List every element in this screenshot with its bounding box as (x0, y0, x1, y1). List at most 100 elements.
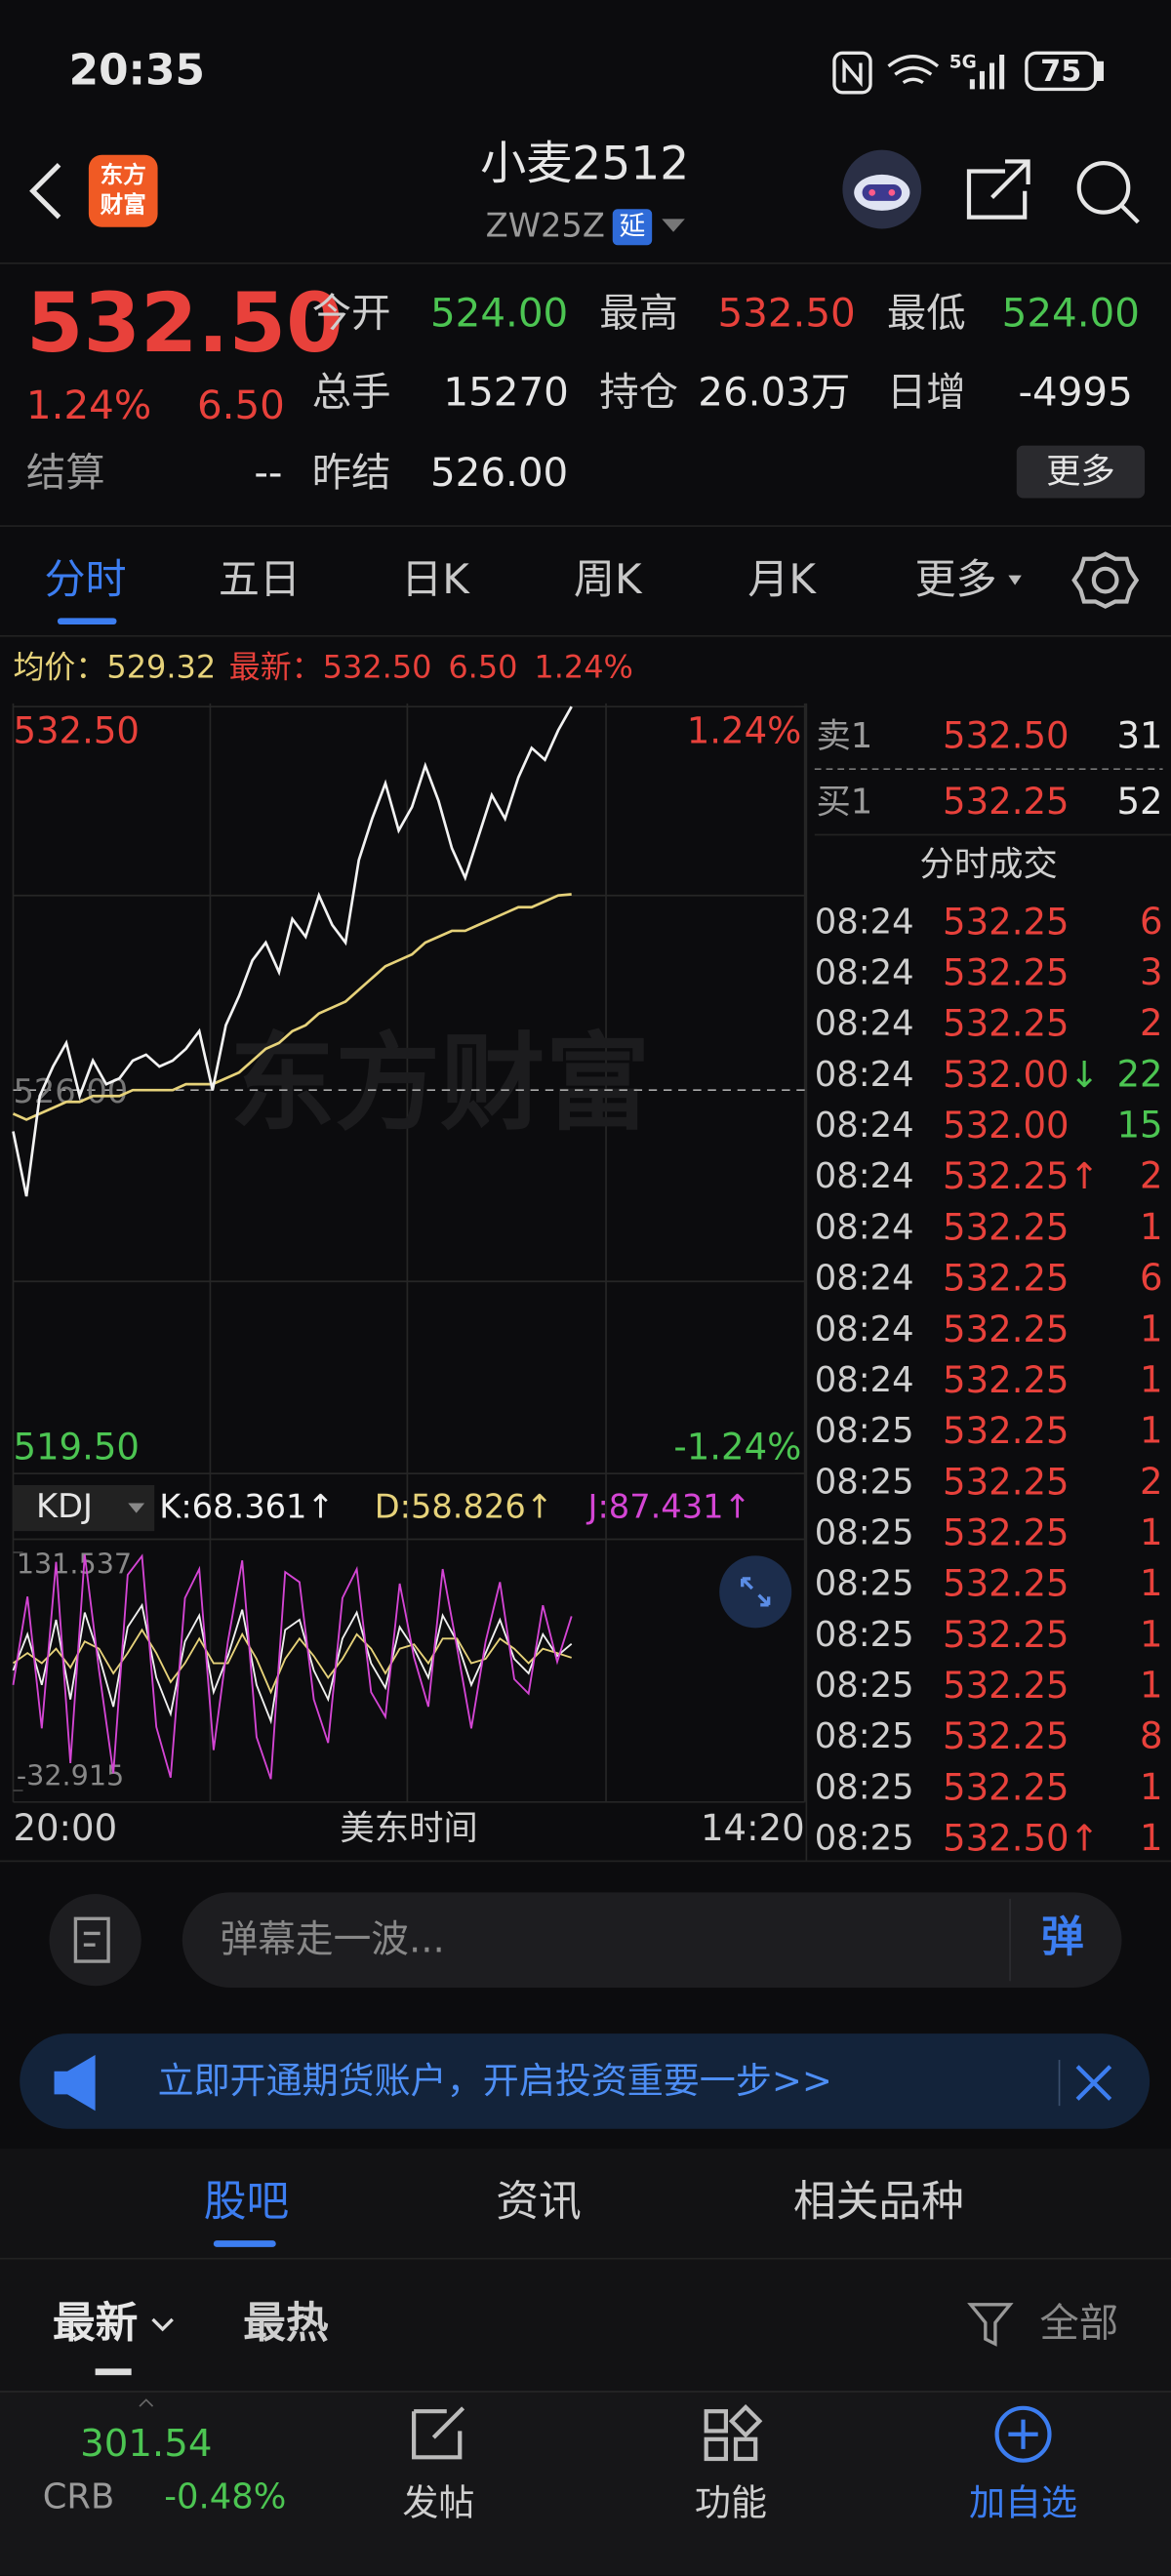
field-value: 524.00 (1002, 291, 1140, 337)
more-button[interactable] (1016, 445, 1146, 499)
trade-price-value: 532.25 (943, 1002, 1070, 1044)
index-name: CRB (43, 2476, 114, 2516)
field-value: 526.00 (430, 450, 568, 496)
comment-input[interactable] (182, 1892, 1122, 1988)
field-value: 524.00 (430, 291, 568, 337)
sort-option[interactable]: 最热 (243, 2299, 329, 2349)
section-tab[interactable]: 股吧 (204, 2177, 290, 2227)
trade-time: 08:25 (815, 1818, 914, 1858)
share-button[interactable] (966, 159, 1030, 220)
bottom-action[interactable]: 发帖 (402, 2482, 474, 2524)
trade-volume: 2 (1140, 1002, 1163, 1044)
expand-button[interactable] (719, 1555, 792, 1629)
trade-volume: 2 (1140, 1461, 1163, 1503)
indicator-name[interactable]: KDJ (36, 1487, 93, 1525)
indicator-series-value: 58.826↑ (411, 1487, 553, 1525)
sort-caret (151, 2317, 174, 2332)
period-tab[interactable]: 更多 (914, 555, 996, 603)
trade-price-value: 532.25 (943, 1308, 1070, 1349)
delay-badge: 延 (620, 211, 646, 241)
settings-button[interactable] (1071, 551, 1140, 609)
order-volume: 31 (1116, 715, 1162, 757)
trade-time: 08:25 (815, 1666, 914, 1706)
filter-icon[interactable] (967, 2303, 1014, 2347)
trade-price: 532.25 (943, 1358, 1070, 1400)
avg-label: 均价： (13, 648, 106, 685)
banner[interactable] (20, 2033, 1151, 2129)
field-label: 今开 (312, 291, 391, 337)
dropdown-caret (128, 1503, 145, 1513)
period-tab[interactable]: 周K (574, 555, 643, 603)
field-value: -4995 (1018, 369, 1132, 415)
trade-price: 532.25 (943, 1664, 1070, 1706)
avg-value: 529.32 (106, 648, 216, 685)
assistant-button[interactable] (842, 149, 922, 229)
change-pct: 1.24% (26, 382, 151, 428)
trade-price: 532.25 (943, 1511, 1070, 1553)
filter-label[interactable]: 全部 (1039, 2301, 1118, 2347)
trade-time: 08:24 (815, 1259, 914, 1299)
search-button[interactable] (1076, 161, 1140, 224)
add-watchlist-icon (994, 2405, 1052, 2463)
trade-volume: 22 (1116, 1053, 1162, 1095)
trade-direction: ↑ (1070, 1817, 1100, 1859)
trade-direction: ↓ (1070, 1053, 1100, 1095)
bottom-bar (0, 2391, 1171, 2576)
trade-time: 08:25 (815, 1462, 914, 1502)
field-label: 持仓 (599, 369, 678, 415)
watermark: 东方财富 (230, 1023, 651, 1145)
more-button-label[interactable]: 更多 (1046, 452, 1115, 492)
back-button[interactable] (29, 163, 61, 220)
trade-volume: 1 (1140, 1358, 1163, 1400)
trade-price-value: 532.25 (943, 1358, 1070, 1400)
trade-volume: 1 (1140, 1308, 1163, 1349)
period-tab[interactable]: 分时 (44, 555, 126, 603)
bottom-action[interactable]: 功能 (695, 2482, 767, 2524)
comment-send[interactable]: 弹 (1041, 1912, 1084, 1962)
period-tab[interactable]: 日K (401, 555, 470, 603)
trade-price-value: 532.25 (943, 1562, 1070, 1604)
latest-change-pct: 1.24% (534, 648, 633, 685)
close-banner[interactable] (1075, 2065, 1112, 2101)
trade-time: 08:24 (815, 1360, 914, 1400)
logo-text: 东方 (101, 161, 146, 188)
trade-price: 532.25 (943, 1613, 1070, 1655)
sort-option[interactable]: 最新 (53, 2299, 139, 2349)
field-label: 最低 (887, 291, 966, 337)
trade-price-value: 532.25 (943, 1206, 1070, 1248)
expand-caret (139, 2398, 154, 2407)
trade-price-value: 532.25 (943, 1766, 1070, 1808)
trade-volume: 1 (1140, 1766, 1163, 1808)
change: 6.50 (197, 382, 285, 428)
app-logo (88, 154, 158, 227)
trade-time: 08:24 (815, 1207, 914, 1247)
indicator-selector[interactable] (13, 1484, 155, 1532)
period-tab[interactable]: 月K (747, 555, 817, 603)
trade-time: 08:24 (815, 1106, 914, 1146)
indicator-series-value: 87.431↑ (609, 1487, 751, 1525)
trade-price: 532.25 (943, 901, 1070, 943)
trade-price: 532.25 (943, 1410, 1070, 1452)
status-network: 5G (949, 52, 977, 72)
bottom-action[interactable]: 加自选 (969, 2482, 1077, 2524)
field-label: 日增 (887, 369, 966, 415)
latest-value: 532.50 (323, 648, 432, 685)
section-tab[interactable]: 资讯 (496, 2177, 582, 2227)
order-price: 532.25 (943, 781, 1070, 823)
trade-price: 532.00 (943, 1105, 1070, 1147)
trade-volume: 1 (1140, 1817, 1163, 1859)
trade-price: 532.25↑ (943, 1155, 1100, 1197)
y2-tick-label: -1.24% (673, 1426, 801, 1468)
trade-price-value: 532.25 (943, 1155, 1070, 1197)
trade-price-value: 532.25 (943, 1715, 1070, 1757)
field-label: 总手 (312, 369, 391, 415)
section-tab[interactable]: 相关品种 (793, 2177, 964, 2227)
x-axis-label: 美东时间 (340, 1808, 477, 1848)
trade-price-value: 532.25 (943, 1461, 1070, 1503)
period-tab[interactable]: 五日 (219, 555, 301, 603)
comment-settings[interactable] (49, 1894, 141, 1987)
trade-price-value: 532.25 (943, 901, 1070, 943)
trade-price-value: 532.00 (943, 1053, 1070, 1095)
indicator-value: J:87.431↑ (586, 1487, 751, 1525)
